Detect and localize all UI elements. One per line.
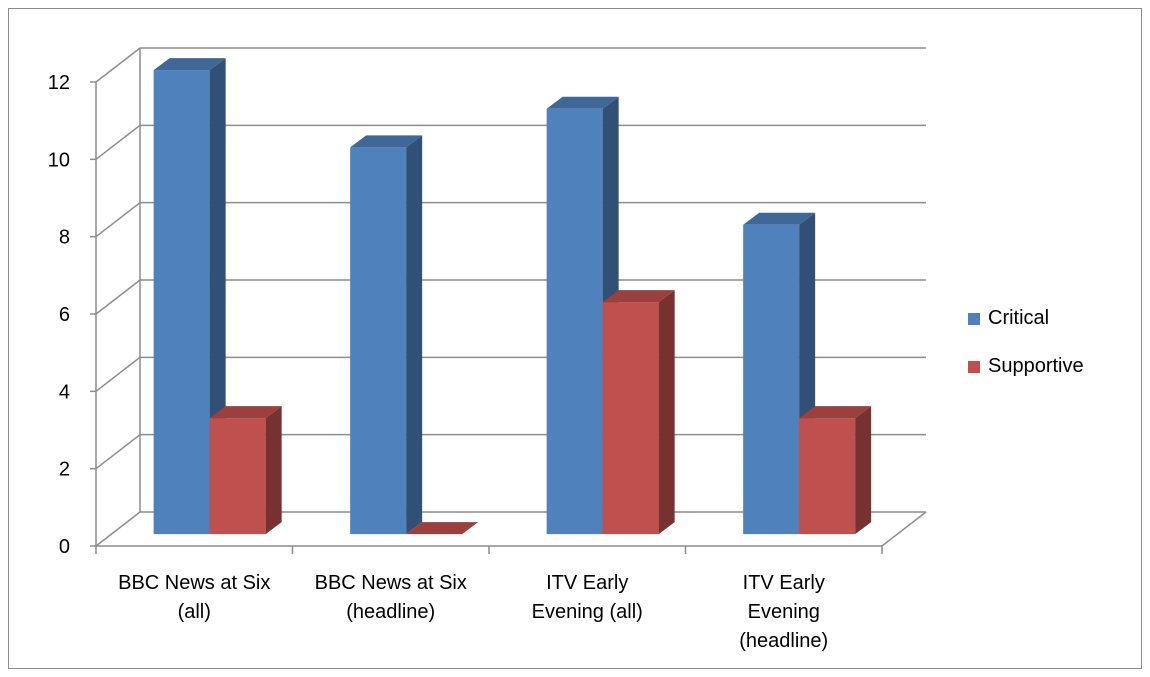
chart-bars <box>153 58 872 535</box>
chart-frame <box>8 8 1142 669</box>
bar-supportive-2 <box>602 290 675 535</box>
bar-front <box>153 70 210 535</box>
x-category-label: BBC News at Six <box>315 572 467 594</box>
bar-supportive-0 <box>209 406 282 535</box>
legend-label-supportive: Supportive <box>988 355 1084 377</box>
y-tick-label: 6 <box>59 304 70 326</box>
y-tick-label: 12 <box>48 72 70 94</box>
y-tick-label: 0 <box>59 536 70 558</box>
side-gridline <box>95 434 141 470</box>
y-tick-label: 10 <box>48 149 70 171</box>
side-gridline <box>95 202 141 238</box>
x-category-label: BBC News at Six <box>118 572 270 594</box>
bar-top <box>350 135 423 148</box>
bar-top <box>546 96 619 109</box>
bar-side <box>855 406 872 535</box>
y-tick-label: 4 <box>59 381 70 403</box>
bar-critical-0 <box>153 58 226 535</box>
y-axis-tick-labels: 0 2 4 6 8 10 12 <box>48 72 70 558</box>
bar-front <box>799 418 856 535</box>
side-gridline <box>95 47 141 83</box>
bar-side <box>658 290 675 535</box>
y-tick-label: 8 <box>59 227 70 249</box>
chart-legend: Critical Supportive <box>968 307 1084 377</box>
bar-top <box>602 290 675 303</box>
x-category-label: (all) <box>178 601 211 623</box>
side-gridline <box>95 356 141 392</box>
bar-side <box>406 135 423 535</box>
side-gridline <box>95 279 141 315</box>
bar-top <box>153 58 226 71</box>
legend-label-critical: Critical <box>988 307 1049 329</box>
bar-supportive-3 <box>799 406 872 535</box>
x-category-label: (headline) <box>739 630 828 652</box>
bar-critical-1 <box>350 135 423 535</box>
x-category-label: ITV Early <box>743 572 825 594</box>
y-tick-label: 2 <box>59 459 70 481</box>
bar-top <box>799 406 872 419</box>
floor-edge <box>881 511 927 547</box>
bar-front <box>209 418 266 535</box>
x-category-label: Evening (all) <box>532 601 643 623</box>
bar-front <box>546 108 603 535</box>
bar-supportive-1 <box>406 522 479 535</box>
bar-side <box>265 406 282 535</box>
chart-axes <box>90 48 927 554</box>
bar-front <box>602 302 659 535</box>
x-axis-category-labels: BBC News at Six (all) BBC News at Six (head… <box>118 572 828 652</box>
bar-top <box>406 522 479 535</box>
bar-front <box>350 147 407 535</box>
side-gridline <box>95 511 141 547</box>
x-category-label: (headline) <box>346 601 435 623</box>
legend-swatch-supportive <box>968 361 980 373</box>
x-category-label: ITV Early <box>546 572 628 594</box>
bar-front <box>743 224 800 535</box>
bar-top <box>743 212 816 225</box>
legend-swatch-critical <box>968 313 980 325</box>
side-gridline <box>95 124 141 160</box>
x-category-label: Evening <box>748 601 820 623</box>
bar-top <box>209 406 282 419</box>
